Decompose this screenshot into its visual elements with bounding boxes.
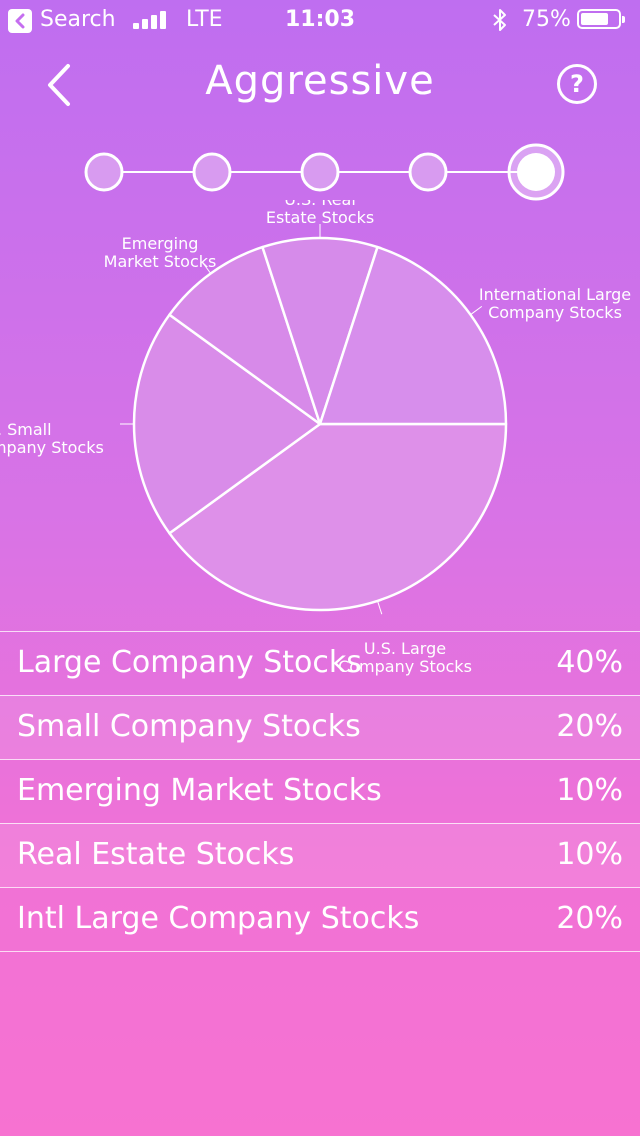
back-to-app-icon[interactable]: [8, 9, 32, 33]
chevron-left-icon[interactable]: [40, 60, 84, 110]
back-to-app-label[interactable]: Search: [40, 7, 116, 32]
pie-slice[interactable]: [168, 245, 322, 426]
navigation-bar: Aggressive ?: [0, 50, 640, 122]
status-bar: Search LTE 11:03 75%: [0, 0, 640, 40]
stepper-graphic: [84, 143, 565, 201]
allocation-percent: 20%: [556, 901, 623, 936]
pie-slice-label: International Large Company Stocks: [479, 285, 631, 322]
allocation-percent: 10%: [556, 837, 623, 872]
pie-slice[interactable]: [318, 245, 508, 426]
pie-leader-line: [377, 600, 383, 615]
cellular-signal-icon: [133, 11, 169, 29]
pie-leader-line: [201, 261, 212, 274]
allocation-row[interactable]: Real Estate Stocks 10%: [0, 823, 640, 887]
status-time: 11:03: [284, 7, 356, 32]
battery-icon: [577, 9, 625, 29]
pie-leader-line: [470, 305, 483, 316]
allocation-percent: 40%: [556, 645, 623, 680]
allocation-row[interactable]: Small Company Stocks 20%: [0, 695, 640, 759]
allocation-row[interactable]: Large Company Stocks 40%: [0, 631, 640, 695]
pie-slice-label: Emerging Market Stocks: [104, 234, 217, 271]
step-dot[interactable]: [192, 152, 232, 192]
allocation-percent: 20%: [556, 709, 623, 744]
allocation-name: Intl Large Company Stocks: [17, 901, 420, 936]
pie-slice[interactable]: [132, 313, 322, 535]
allocation-percent: 10%: [556, 773, 623, 808]
bluetooth-icon: [493, 9, 506, 31]
pie-slice[interactable]: [261, 236, 379, 426]
allocation-row[interactable]: Intl Large Company Stocks 20%: [0, 887, 640, 952]
step-dot[interactable]: [300, 152, 340, 192]
risk-level-stepper: [0, 140, 640, 204]
allocation-name: Emerging Market Stocks: [17, 773, 382, 808]
allocation-list: Large Company Stocks 40% Small Company S…: [0, 631, 640, 952]
step-dot[interactable]: [84, 152, 124, 192]
pie-slice[interactable]: [168, 422, 508, 612]
step-dot[interactable]: [408, 152, 448, 192]
allocation-name: Real Estate Stocks: [17, 837, 295, 872]
allocation-row[interactable]: Emerging Market Stocks 10%: [0, 759, 640, 823]
step-dot-selected[interactable]: [517, 153, 555, 191]
network-type: LTE: [186, 7, 223, 32]
page-title: Aggressive: [205, 58, 435, 104]
battery-percent: 75%: [522, 7, 571, 32]
allocation-name: Small Company Stocks: [17, 709, 361, 744]
pie-slice-label: U.S. Large Company Stocks: [338, 639, 472, 676]
question-circle-icon[interactable]: ?: [557, 64, 597, 104]
allocation-name: Large Company Stocks: [17, 645, 362, 680]
